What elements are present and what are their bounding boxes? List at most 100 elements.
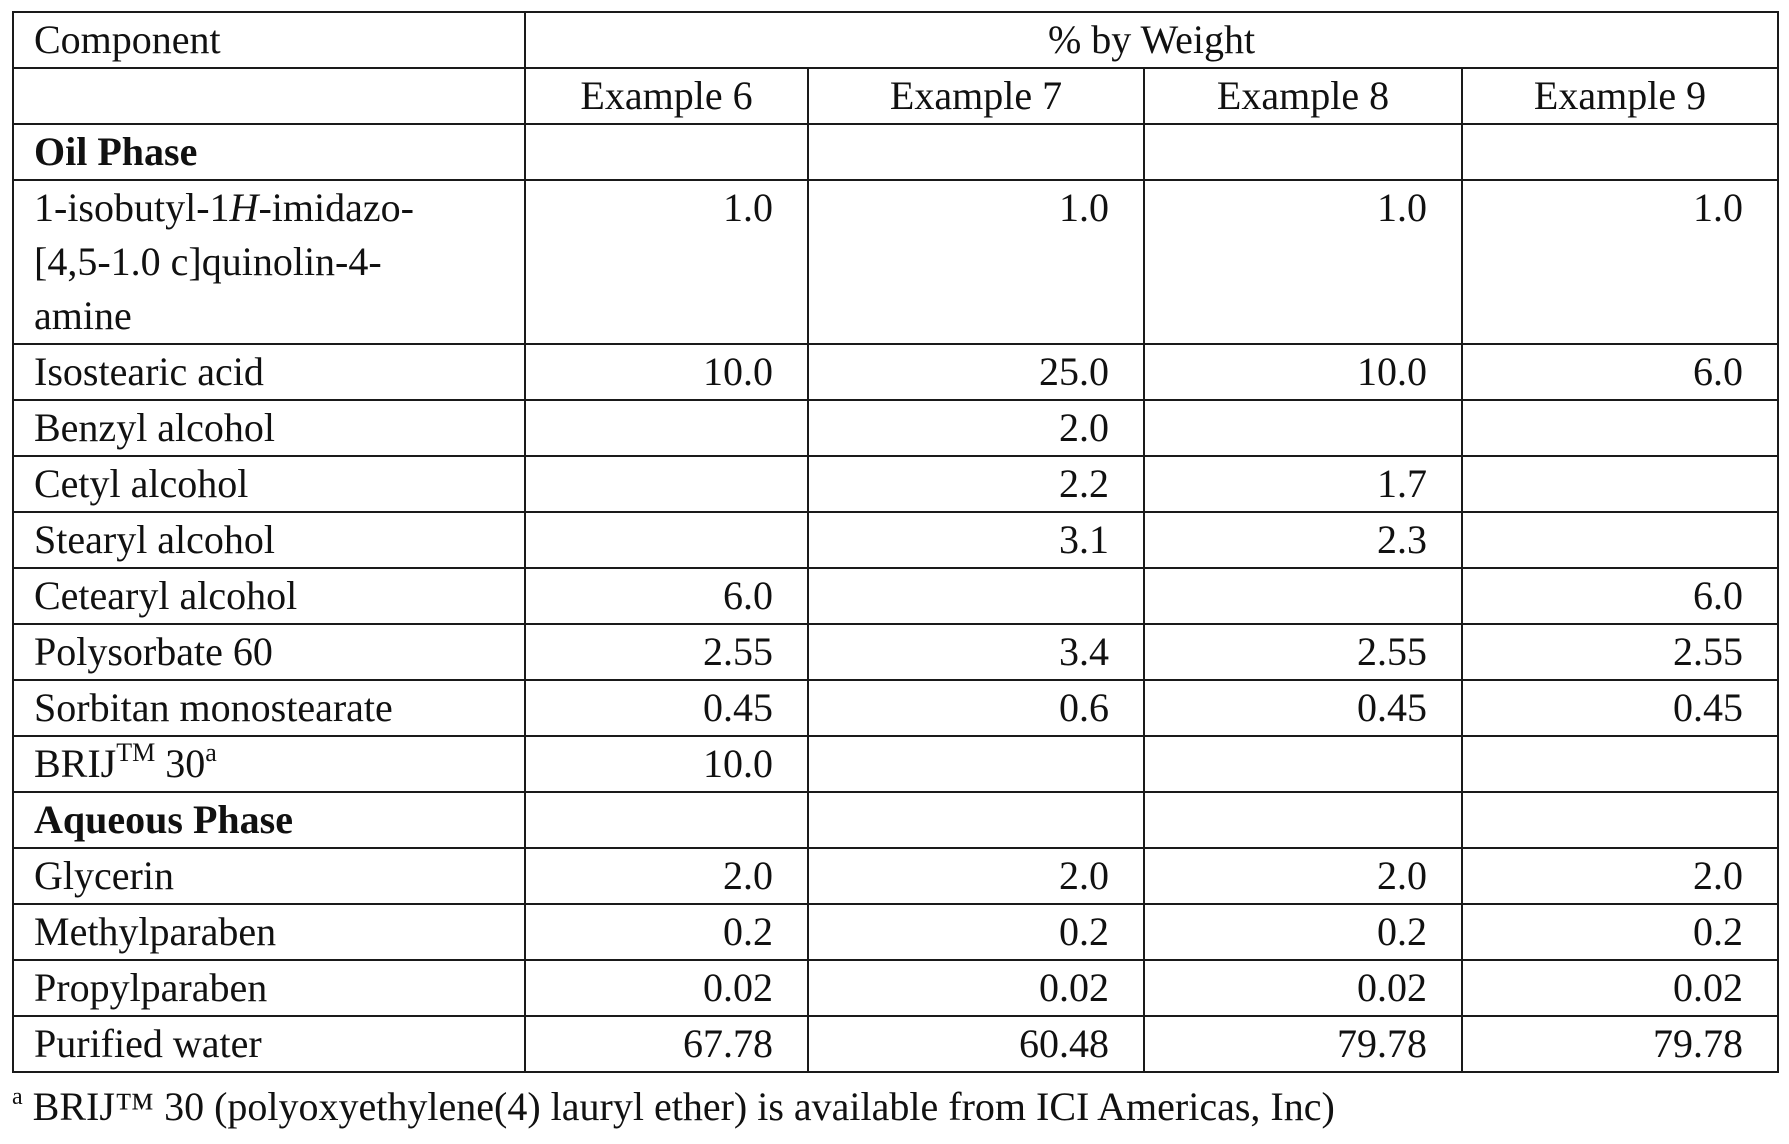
empty-cell xyxy=(1462,792,1778,848)
compound-line1-post: -imidazo- xyxy=(258,185,414,230)
table-row: Polysorbate 602.553.42.552.55 xyxy=(13,624,1778,680)
compound-line3: amine xyxy=(34,293,132,338)
value-cell: 0.6 xyxy=(808,680,1144,736)
component-name: Methylparaben xyxy=(13,904,525,960)
header-component: Component xyxy=(13,12,525,68)
value-cell: 2.55 xyxy=(1462,624,1778,680)
section-oil-phase: Oil Phase xyxy=(13,124,525,180)
compound-line1-pre: 1-isobutyl-1 xyxy=(34,185,230,230)
component-name: Cetyl alcohol xyxy=(13,456,525,512)
value-cell: 3.1 xyxy=(808,512,1144,568)
compound-line1-italic: H xyxy=(230,185,259,230)
value-cell: 0.02 xyxy=(1144,960,1462,1016)
footnote-text: BRIJ™ 30 (polyoxyethylene(4) lauryl ethe… xyxy=(23,1084,1335,1129)
empty-cell xyxy=(13,68,525,124)
value-cell: 0.2 xyxy=(808,904,1144,960)
value-cell xyxy=(1144,568,1462,624)
section-label: Aqueous Phase xyxy=(13,792,525,848)
empty-cell xyxy=(1462,124,1778,180)
value-cell: 6.0 xyxy=(525,568,808,624)
header-example-6: Example 6 xyxy=(525,68,808,124)
value-cell: 1.0 xyxy=(1462,180,1778,344)
value-cell: 0.02 xyxy=(808,960,1144,1016)
brij-name-post: 30 xyxy=(155,741,205,786)
value-cell: 0.2 xyxy=(1144,904,1462,960)
value-cell: 2.0 xyxy=(1462,848,1778,904)
value-cell: 67.78 xyxy=(525,1016,808,1072)
value-cell: 2.55 xyxy=(1144,624,1462,680)
value-cell: 2.0 xyxy=(1144,848,1462,904)
value-cell xyxy=(525,456,808,512)
value-cell: 0.02 xyxy=(1462,960,1778,1016)
component-name: Stearyl alcohol xyxy=(13,512,525,568)
header-row: Component % by Weight xyxy=(13,12,1778,68)
value-cell: 10.0 xyxy=(1144,344,1462,400)
value-cell: 2.0 xyxy=(808,400,1144,456)
section-row-aqueous: Aqueous Phase xyxy=(13,792,1778,848)
footnote: a BRIJ™ 30 (polyoxyethylene(4) lauryl et… xyxy=(12,1082,1335,1132)
value-cell: 25.0 xyxy=(808,344,1144,400)
value-cell: 10.0 xyxy=(525,344,808,400)
empty-cell xyxy=(525,792,808,848)
component-name: Polysorbate 60 xyxy=(13,624,525,680)
table-row: Purified water67.7860.4879.7879.78 xyxy=(13,1016,1778,1072)
component-name: Cetearyl alcohol xyxy=(13,568,525,624)
component-name: Purified water xyxy=(13,1016,525,1072)
table-row-brij: BRIJTM 30a10.0 xyxy=(13,736,1778,792)
brij-name-sup: a xyxy=(205,738,217,767)
header-example-9: Example 9 xyxy=(1462,68,1778,124)
header-example-7: Example 7 xyxy=(808,68,1144,124)
value-cell: 6.0 xyxy=(1462,568,1778,624)
value-cell xyxy=(808,736,1144,792)
brij-name-pre: BRIJ xyxy=(34,741,116,786)
value-cell xyxy=(1462,400,1778,456)
value-cell: 60.48 xyxy=(808,1016,1144,1072)
value-cell: 79.78 xyxy=(1462,1016,1778,1072)
empty-cell xyxy=(1144,792,1462,848)
table-row: Isostearic acid10.025.010.06.0 xyxy=(13,344,1778,400)
value-cell: 0.2 xyxy=(525,904,808,960)
value-cell xyxy=(808,568,1144,624)
empty-cell xyxy=(808,124,1144,180)
value-cell: 2.55 xyxy=(525,624,808,680)
value-cell xyxy=(525,400,808,456)
value-cell: 10.0 xyxy=(525,736,808,792)
empty-cell xyxy=(1144,124,1462,180)
header-example-8: Example 8 xyxy=(1144,68,1462,124)
table-row: Propylparaben0.020.020.020.02 xyxy=(13,960,1778,1016)
value-cell: 0.02 xyxy=(525,960,808,1016)
table-row: Methylparaben0.20.20.20.2 xyxy=(13,904,1778,960)
table-row: Stearyl alcohol 3.12.3 xyxy=(13,512,1778,568)
footnote-marker: a xyxy=(12,1084,23,1110)
value-cell: 79.78 xyxy=(1144,1016,1462,1072)
value-cell xyxy=(1144,736,1462,792)
table-row: Glycerin2.02.02.02.0 xyxy=(13,848,1778,904)
value-cell xyxy=(1462,736,1778,792)
value-cell xyxy=(1144,400,1462,456)
value-cell: 0.45 xyxy=(525,680,808,736)
empty-cell xyxy=(808,792,1144,848)
value-cell xyxy=(1462,512,1778,568)
value-cell: 1.0 xyxy=(1144,180,1462,344)
formulation-table: Component % by Weight Example 6 Example … xyxy=(12,11,1779,1073)
value-cell xyxy=(525,512,808,568)
value-cell: 2.0 xyxy=(808,848,1144,904)
value-cell: 6.0 xyxy=(1462,344,1778,400)
component-name: Isostearic acid xyxy=(13,344,525,400)
value-cell: 0.45 xyxy=(1462,680,1778,736)
table-row: Sorbitan monostearate0.450.60.450.45 xyxy=(13,680,1778,736)
table-row-compound: 1-isobutyl-1H-imidazo-[4,5-1.0 c]quinoli… xyxy=(13,180,1778,344)
table-body: Component % by Weight Example 6 Example … xyxy=(13,12,1778,1072)
value-cell: 0.45 xyxy=(1144,680,1462,736)
compound-name: 1-isobutyl-1H-imidazo-[4,5-1.0 c]quinoli… xyxy=(13,180,525,344)
section-row-oil: Oil Phase xyxy=(13,124,1778,180)
header-percent-by-weight: % by Weight xyxy=(525,12,1778,68)
component-name: BRIJTM 30a xyxy=(13,736,525,792)
component-name: Sorbitan monostearate xyxy=(13,680,525,736)
value-cell xyxy=(1462,456,1778,512)
brij-name-tm: TM xyxy=(116,738,155,767)
value-cell: 1.0 xyxy=(525,180,808,344)
value-cell: 2.3 xyxy=(1144,512,1462,568)
component-name: Glycerin xyxy=(13,848,525,904)
value-cell: 2.0 xyxy=(525,848,808,904)
